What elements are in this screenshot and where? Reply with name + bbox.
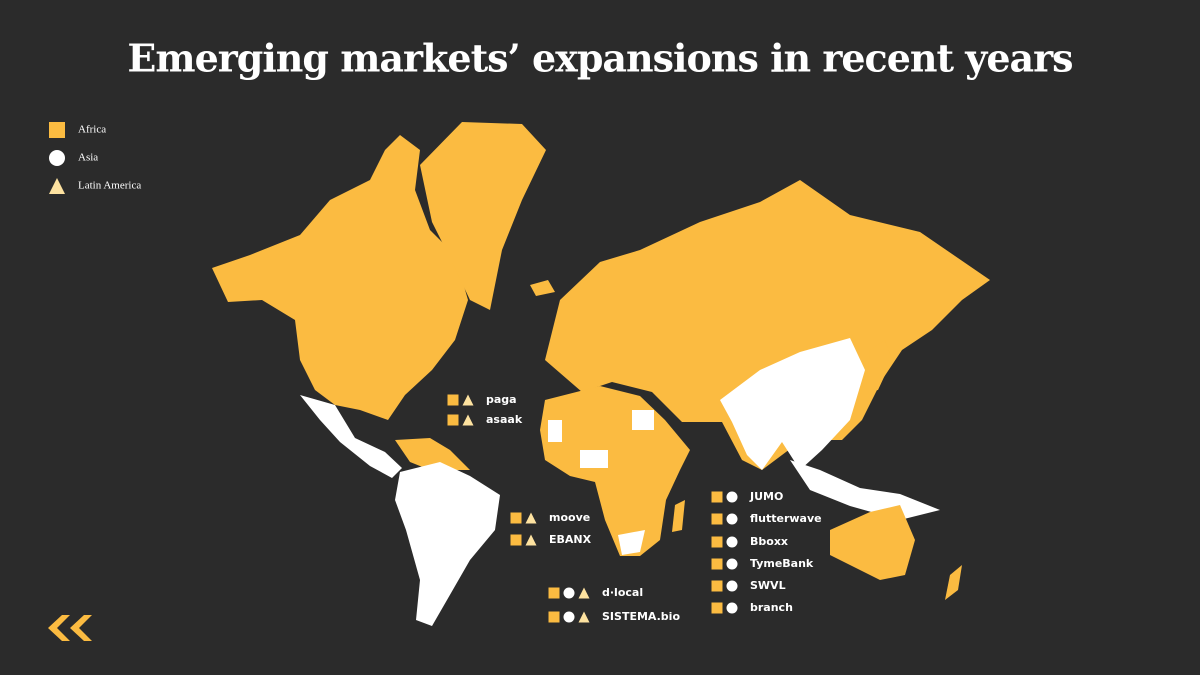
nigeria	[580, 450, 608, 468]
south-america	[395, 462, 500, 626]
title: Emerging markets’ expansions in recent y…	[127, 36, 1072, 81]
company: JUMO	[711, 490, 783, 503]
company: SISTEMA.bio	[548, 610, 680, 623]
japan	[866, 340, 892, 392]
greenland	[420, 122, 546, 310]
company-logo-text: Bboxx	[750, 535, 788, 548]
west-africa	[548, 420, 562, 442]
brand-logo	[48, 615, 92, 641]
eurasia	[545, 180, 990, 470]
triangle-icon	[462, 414, 474, 426]
north-america	[212, 135, 468, 420]
circle-icon	[726, 491, 738, 503]
circle-icon	[563, 611, 575, 623]
square-icon	[711, 513, 723, 525]
central-america	[300, 395, 402, 478]
company-logo-text: branch	[750, 601, 793, 614]
company-logo-text: SWVL	[750, 579, 786, 592]
square-icon	[711, 536, 723, 548]
circle-icon	[726, 536, 738, 548]
southeast-asia	[790, 460, 940, 520]
square-icon	[447, 394, 459, 406]
company-logo-text: moove	[549, 511, 590, 524]
triangle-icon	[462, 394, 474, 406]
legend: Africa Asia Latin America	[49, 122, 141, 194]
company: paga	[447, 393, 517, 406]
company: moove	[510, 511, 590, 524]
madagascar	[672, 500, 685, 532]
square-icon	[510, 512, 522, 524]
circle-icon	[726, 580, 738, 592]
south-africa	[618, 530, 645, 555]
australia	[830, 505, 915, 580]
company: SWVL	[711, 579, 786, 592]
company-logo-text: asaak	[486, 413, 523, 426]
legend-label: Asia	[78, 152, 98, 164]
square-icon	[49, 122, 65, 138]
company: asaak	[447, 413, 523, 426]
company: flutterwave	[711, 512, 822, 525]
square-icon	[548, 611, 560, 623]
company-logo-text: d·local	[602, 586, 643, 599]
company-logo-text: TymeBank	[750, 557, 814, 570]
company-logo-text: paga	[486, 393, 517, 406]
company-list: paga asaak moove EBANX d·local SISTEMA.bio JUM…	[447, 393, 822, 623]
triangle-icon	[578, 587, 590, 599]
china-india	[720, 338, 865, 470]
legend-label: Latin America	[78, 180, 141, 192]
square-icon	[447, 414, 459, 426]
triangle-icon	[525, 534, 537, 546]
company-logo-text: EBANX	[549, 533, 592, 546]
square-icon	[711, 491, 723, 503]
circle-icon	[726, 558, 738, 570]
world-map	[212, 122, 990, 626]
new-zealand	[945, 565, 962, 600]
triangle-icon	[578, 611, 590, 623]
circle-icon	[49, 150, 65, 166]
company: d·local	[548, 586, 643, 599]
company: EBANX	[510, 533, 592, 546]
company: Bboxx	[711, 535, 788, 548]
circle-icon	[726, 513, 738, 525]
square-icon	[548, 587, 560, 599]
iceland	[530, 280, 555, 296]
triangle-icon	[525, 512, 537, 524]
company-logo-text: JUMO	[749, 490, 783, 503]
square-icon	[711, 580, 723, 592]
circle-icon	[726, 602, 738, 614]
circle-icon	[563, 587, 575, 599]
triangle-icon	[49, 178, 65, 194]
company-logo-text: SISTEMA.bio	[602, 610, 680, 623]
company: branch	[711, 601, 793, 614]
square-icon	[711, 602, 723, 614]
square-icon	[510, 534, 522, 546]
company: TymeBank	[711, 557, 814, 570]
egypt	[632, 410, 654, 430]
legend-label: Africa	[78, 124, 106, 136]
caribbean	[395, 438, 470, 470]
square-icon	[711, 558, 723, 570]
company-logo-text: flutterwave	[750, 512, 822, 525]
